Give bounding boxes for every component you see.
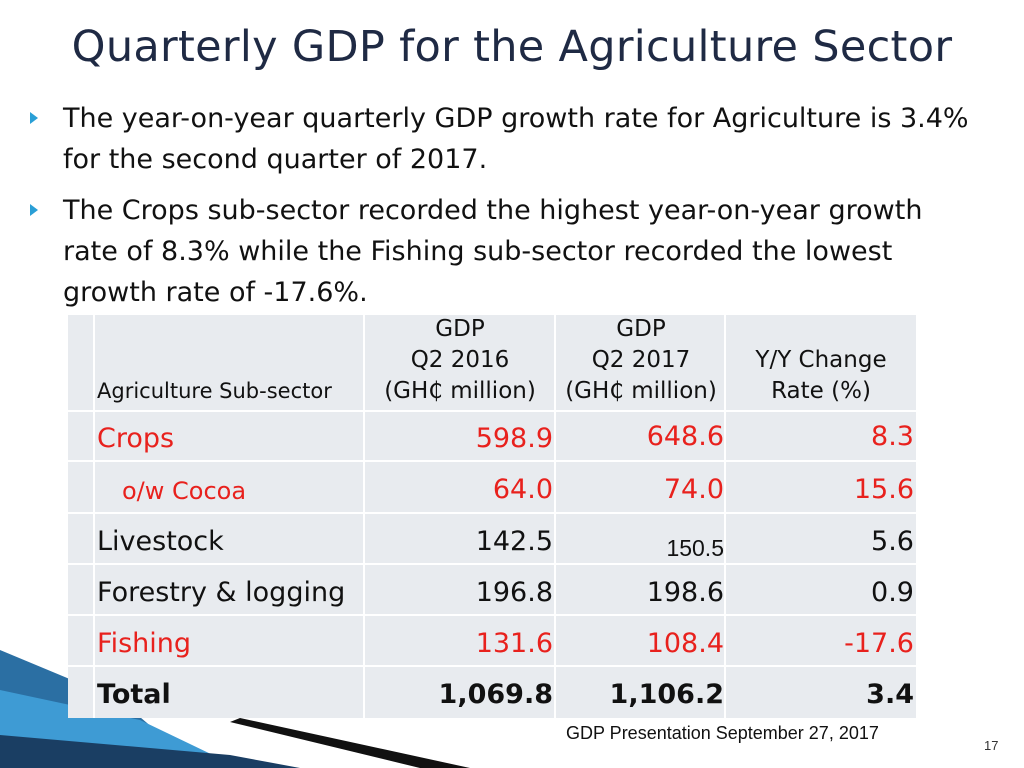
table-divider [363, 315, 365, 718]
footer-text: GDP Presentation September 27, 2017 [566, 723, 879, 743]
gdp-table [68, 315, 916, 718]
header-line: Q2 2017 [591, 347, 691, 373]
bullet-text: The Crops sub-sector recorded the highes… [63, 195, 923, 308]
table-divider [68, 512, 916, 514]
table-row-forestry-change: 0.9 [871, 577, 914, 608]
table-row-total-q2-2017: 1,106.2 [609, 679, 724, 710]
bullet-item: The Crops sub-sector recorded the highes… [30, 190, 980, 313]
bullet-list: The year-on-year quarterly GDP growth ra… [30, 98, 980, 323]
table-row-crops-q2-2016: 598.9 [475, 423, 553, 454]
table-row-crops-name: Crops [97, 423, 175, 454]
triangle-bullet-icon [30, 112, 38, 124]
table-row-cocoa-q2-2017: 74.0 [663, 474, 724, 505]
table-row-total-name: Total [97, 679, 171, 710]
header-line: Y/Y Change [755, 347, 887, 373]
header-line: GDP [435, 316, 485, 342]
table-row-crops-change: 8.3 [871, 421, 914, 452]
header-change: Y/Y Change Rate (%) [726, 345, 916, 407]
table-divider [68, 460, 916, 462]
table-row-fishing-q2-2016: 131.6 [475, 628, 553, 659]
table-row-cocoa-name: o/w Cocoa [122, 477, 247, 505]
header-q2-2016: GDP Q2 2016 (GH₵ million) [365, 314, 555, 407]
table-divider [68, 563, 916, 565]
header-subsector: Agriculture Sub-sector [97, 379, 332, 403]
table-divider [68, 665, 916, 667]
table-row-forestry-name: Forestry & logging [97, 577, 346, 608]
table-row-livestock-q2-2017: 150.5 [666, 535, 724, 561]
table-divider [68, 410, 916, 412]
table-divider [724, 315, 726, 718]
table-row-fishing-name: Fishing [97, 628, 191, 659]
table-divider [68, 614, 916, 616]
header-q2-2017: GDP Q2 2017 (GH₵ million) [556, 314, 726, 407]
table-row-forestry-q2-2017: 198.6 [646, 577, 724, 608]
table-row-total-change: 3.4 [866, 679, 914, 710]
bullet-item: The year-on-year quarterly GDP growth ra… [30, 98, 980, 180]
table-divider [93, 315, 95, 718]
table-row-fishing-q2-2017: 108.4 [646, 628, 724, 659]
table-row-forestry-q2-2016: 196.8 [475, 577, 553, 608]
table-row-livestock-change: 5.6 [871, 526, 914, 557]
table-row-livestock-name: Livestock [97, 526, 224, 557]
header-line: GDP [616, 316, 666, 342]
header-line: Q2 2016 [410, 347, 510, 373]
table-divider [554, 315, 556, 718]
triangle-bullet-icon [30, 204, 38, 216]
bullet-text: The year-on-year quarterly GDP growth ra… [63, 103, 969, 175]
slide-title: Quarterly GDP for the Agriculture Sector [71, 22, 953, 72]
header-line: (GH₵ million) [565, 378, 717, 404]
table-row-fishing-change: -17.6 [844, 628, 914, 659]
table-row-total-q2-2016: 1,069.8 [438, 679, 553, 710]
table-row-livestock-q2-2016: 142.5 [475, 526, 553, 557]
header-line: (GH₵ million) [384, 378, 536, 404]
table-row-crops-q2-2017: 648.6 [646, 421, 724, 452]
table-row-cocoa-q2-2016: 64.0 [492, 474, 553, 505]
header-line: Rate (%) [771, 378, 871, 404]
page-number: 17 [984, 738, 999, 753]
table-row-cocoa-change: 15.6 [853, 474, 914, 505]
